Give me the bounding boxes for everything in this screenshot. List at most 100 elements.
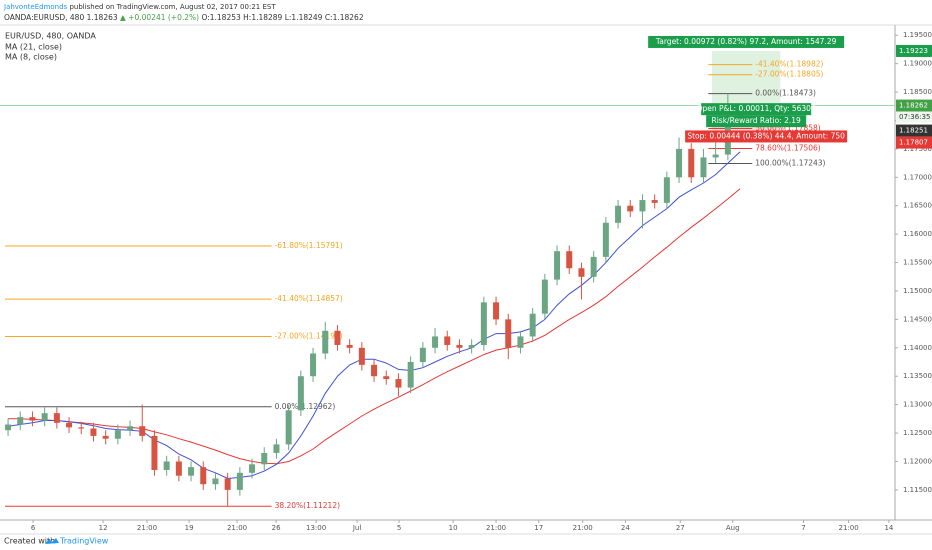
x-tick-label: 21:00 — [227, 524, 247, 532]
y-tick-label: 1.15000 — [903, 287, 932, 295]
y-tick-label: 1.16000 — [903, 230, 932, 238]
candle-body — [505, 319, 512, 348]
stop-label-box — [685, 130, 848, 143]
footer-brand: TradingView — [59, 537, 109, 546]
candle-body — [615, 205, 622, 223]
y-tick-label: 1.12000 — [903, 457, 932, 465]
candle-body — [17, 417, 24, 425]
candle-body — [102, 435, 109, 439]
published: published on TradingView.com, August 02,… — [69, 3, 276, 11]
x-tick-label: 7 — [801, 524, 805, 532]
candle-body — [41, 413, 48, 421]
candle-body — [371, 364, 378, 377]
candle-body — [29, 417, 36, 421]
last: 1.18263 — [87, 13, 118, 22]
candle-body — [175, 461, 182, 476]
price-label: 1.18262 — [899, 102, 928, 110]
x-tick-label: 27 — [676, 524, 685, 532]
symbol: OANDA:EURUSD, 480 — [4, 13, 84, 22]
candle-body — [114, 430, 121, 439]
y-tick-label: 1.14000 — [903, 344, 932, 352]
target-label-box — [648, 35, 845, 48]
candle-body — [5, 424, 12, 431]
y-tick-label: 1.13500 — [903, 372, 932, 380]
x-tick-label: 19 — [185, 524, 194, 532]
candle-body — [676, 148, 683, 178]
footer-created: Created with — [4, 537, 55, 546]
price-label-box — [896, 124, 932, 137]
countdown: 07:36:35 — [899, 113, 930, 121]
y-tick-label: 1.16500 — [903, 202, 932, 210]
candle-body — [468, 344, 475, 348]
candle-body — [395, 379, 402, 388]
candle-body — [151, 435, 158, 470]
y-tick-label: 1.15500 — [903, 259, 932, 267]
target-zone — [711, 50, 781, 107]
candle-body — [712, 154, 719, 158]
candle-body — [493, 302, 500, 320]
candle-body — [663, 177, 670, 203]
fib-label: -61.80%(1.15791) — [275, 241, 343, 250]
x-tick-label: 5 — [397, 524, 401, 532]
x-tick-label: 12 — [99, 524, 108, 532]
x-tick-label: 13:00 — [306, 524, 326, 532]
candle-body — [529, 313, 536, 337]
candle-body — [249, 464, 256, 473]
fib-label: 100.00%(1.17243) — [755, 158, 825, 167]
footer-logo — [45, 538, 59, 544]
candle-body — [517, 336, 524, 348]
candle-body — [127, 426, 134, 431]
price-label-box — [896, 99, 932, 112]
candle-body — [346, 344, 353, 348]
candle-body — [688, 148, 695, 178]
candle-body — [602, 222, 609, 257]
candle-body — [53, 413, 60, 423]
candle-body — [554, 251, 561, 280]
legend-entry: MA (21, close) — [5, 43, 62, 52]
publisher: JahvonteEdmonds — [3, 3, 68, 11]
candle-body — [627, 205, 634, 212]
x-tick-label: 17 — [534, 524, 543, 532]
x-tick-label: 6 — [31, 524, 36, 532]
candle-body — [419, 347, 426, 363]
fib-label: 50.00%(1.17858) — [755, 124, 821, 133]
fib-label: 38.20%(1.11212) — [275, 501, 341, 510]
fib-label: -27.00%(1.14198) — [275, 332, 343, 341]
stop-label: Stop: 0.00444 (0.38%) 44.4, Amount: 750 — [687, 131, 845, 140]
fib-label: -27.00%(1.18805) — [755, 70, 823, 79]
price-label: 1.19223 — [899, 47, 928, 55]
candle-body — [297, 376, 304, 411]
price-label-box — [896, 44, 932, 57]
candle-body — [285, 410, 292, 445]
x-tick-label: 21:00 — [486, 524, 506, 532]
y-tick-label: 1.17500 — [903, 145, 932, 153]
y-tick-label: 1.19000 — [903, 60, 932, 68]
x-tick-label: 10 — [449, 524, 458, 532]
fib-label: 78.60%(1.17506) — [755, 144, 821, 153]
candle-body — [578, 268, 585, 277]
candle-body — [310, 353, 317, 377]
symbol-line: OANDA:EURUSD, 480 1.18263 ▲ +0.00241 (+0… — [4, 13, 364, 22]
x-tick-label: 14 — [884, 524, 893, 532]
y-tick-label: 1.18500 — [903, 88, 932, 96]
countdown-box — [896, 111, 932, 123]
ratio-label: Risk/Reward Ratio: 2.19 — [712, 116, 801, 125]
candle-body — [432, 336, 439, 348]
fib-label: 0.00%(1.18473) — [755, 89, 816, 98]
x-tick-label: 24 — [621, 524, 630, 532]
fib-label: 0.00%(1.12962) — [275, 402, 336, 411]
y-tick-label: 1.19500 — [903, 31, 932, 39]
candle-body — [212, 478, 219, 485]
y-tick-label: 1.14500 — [903, 315, 932, 323]
candle-body — [590, 256, 597, 277]
candle-body — [236, 472, 243, 490]
price-label: 1.18251 — [899, 127, 928, 135]
x-tick-label: Jul — [352, 524, 362, 532]
candle-body — [163, 461, 170, 470]
price-label: 1.17807 — [899, 139, 928, 147]
candle-body — [358, 347, 365, 365]
x-tick-label: 26 — [272, 524, 281, 532]
